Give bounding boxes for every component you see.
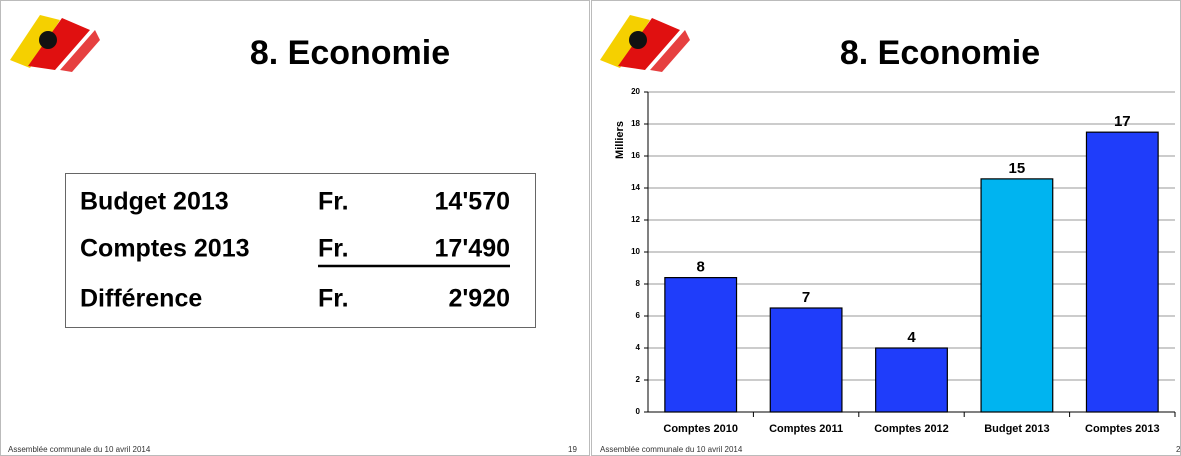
logo [10,15,100,72]
cell: Budget 2013 [80,188,229,216]
data-label: 17 [1114,113,1131,130]
cell: Fr. [318,285,349,313]
page-number: 2 [1176,445,1181,454]
y-tick-label: 14 [631,183,640,192]
y-tick-label: 18 [631,119,640,128]
y-tick-label: 0 [636,407,641,416]
footer: Assemblée communale du 10 avril 2014 [600,445,743,454]
cell: 2'920 [448,285,510,313]
y-tick-label: 8 [636,279,641,288]
bar [769,307,843,413]
cell: Comptes 2013 [80,235,250,263]
x-tick-label: Comptes 2013 [1085,423,1160,435]
slide-frame [0,0,590,456]
y-axis-label: Milliers [614,121,626,159]
bar [1085,131,1159,413]
cell: Différence [80,285,202,313]
bar [980,178,1054,413]
x-tick-label: Comptes 2012 [874,423,949,435]
footer: Assemblée communale du 10 avril 2014 [8,445,151,454]
x-tick-label: Comptes 2010 [663,423,738,435]
cell: 14'570 [435,188,510,216]
table-frame [65,173,536,328]
bar [875,347,948,413]
page-number: 19 [568,445,577,454]
chart-title: 8. Economie [840,34,1040,72]
cell: 17'490 [435,235,510,263]
logo [600,15,690,72]
cell: Fr. [318,235,349,263]
cell: Fr. [318,188,349,216]
y-tick-label: 16 [631,151,640,160]
y-tick-label: 2 [636,375,641,384]
y-tick-label: 10 [631,247,640,256]
y-tick-label: 12 [631,215,640,224]
data-label: 15 [1009,160,1026,177]
bar [664,277,738,413]
y-tick-label: 4 [636,343,641,352]
x-tick-label: Comptes 2011 [769,423,843,435]
data-label: 7 [802,289,810,306]
y-tick-label: 20 [631,87,640,96]
data-label: 8 [697,259,705,276]
slide-title: 8. Economie [250,34,450,72]
y-tick-label: 6 [636,311,641,320]
x-tick-label: Budget 2013 [984,423,1049,435]
data-label: 4 [907,329,916,346]
